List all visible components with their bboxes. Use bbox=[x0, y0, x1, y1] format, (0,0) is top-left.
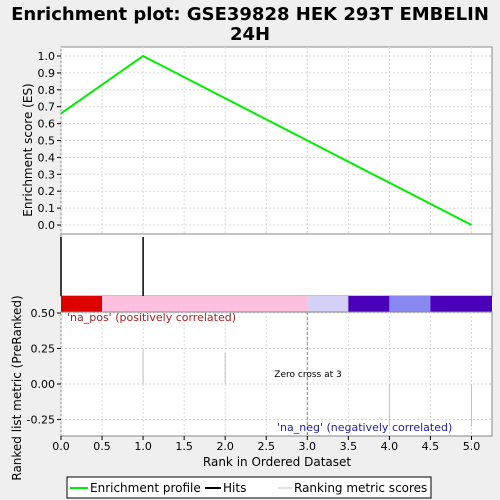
rank-plot-area bbox=[60, 311, 493, 437]
positive-correlation-label: 'na_pos' (positively correlated) bbox=[67, 311, 236, 324]
es-y-tick-label: 0.6 bbox=[38, 118, 56, 131]
x-tick-label: 3.5 bbox=[340, 440, 358, 453]
hits-plot-area bbox=[60, 233, 493, 297]
es-y-tick-label: 0.7 bbox=[38, 101, 56, 114]
legend: Enrichment profile Hits Ranking metric s… bbox=[66, 476, 432, 499]
legend-label-enrichment-profile: Enrichment profile bbox=[90, 481, 201, 495]
legend-label-hits: Hits bbox=[223, 481, 246, 495]
color-bar-segment bbox=[61, 296, 103, 312]
rank-y-axis: 0.50 0.25 0.00 -0.25 bbox=[27, 307, 61, 427]
rank-y-tick-label: 0.25 bbox=[31, 343, 56, 356]
legend-box bbox=[66, 476, 432, 499]
es-y-tick-label: 0.8 bbox=[38, 84, 56, 97]
color-bar-segment bbox=[102, 296, 308, 312]
x-tick-label: 4.0 bbox=[381, 440, 399, 453]
color-bar-segment bbox=[348, 296, 390, 312]
es-plot-area bbox=[60, 46, 493, 235]
legend-label-ranking-metric: Ranking metric scores bbox=[294, 481, 427, 495]
ranking-color-bar bbox=[61, 296, 492, 312]
x-tick-label: 5.0 bbox=[463, 440, 481, 453]
es-y-tick-label: 0.1 bbox=[38, 202, 56, 215]
zero-cross-label: Zero cross at 3 bbox=[274, 370, 341, 380]
ranking-metric-bars bbox=[142, 348, 472, 427]
es-y-tick-label: 0.4 bbox=[38, 151, 56, 164]
x-axis: 0.0 0.5 1.0 1.5 2.0 2.5 3.0 3.5 4.0 4.5 5.0 bbox=[52, 436, 480, 453]
x-tick-label: 3.0 bbox=[299, 440, 317, 453]
es-y-axis: 0.0 0.1 0.2 0.3 0.4 0.5 0.6 0.7 0.8 0.9 1.0 bbox=[38, 50, 61, 232]
color-bar-segment bbox=[430, 296, 492, 312]
negative-correlation-label: 'na_neg' (negatively correlated) bbox=[277, 421, 452, 434]
hits-marks bbox=[60, 237, 144, 296]
rank-y-axis-label: Ranked list metric (PreRanked) bbox=[10, 295, 24, 480]
es-y-tick-label: 0.3 bbox=[38, 168, 56, 181]
rank-y-tick-label: 0.00 bbox=[31, 378, 56, 391]
es-y-axis-label: Enrichment score (ES) bbox=[21, 83, 35, 216]
es-y-tick-label: 0.0 bbox=[38, 219, 56, 232]
chart-title-line-2: 24H bbox=[230, 24, 270, 45]
es-y-tick-label: 0.9 bbox=[38, 67, 56, 80]
x-axis-label: Rank in Ordered Dataset bbox=[203, 455, 351, 469]
x-tick-label: 1.5 bbox=[175, 440, 193, 453]
es-y-tick-label: 0.2 bbox=[38, 185, 56, 198]
color-bar-segment bbox=[307, 296, 349, 312]
x-tick-label: 2.5 bbox=[257, 440, 275, 453]
color-bar-segment bbox=[389, 296, 431, 312]
x-tick-label: 2.0 bbox=[216, 440, 234, 453]
x-tick-label: 4.5 bbox=[422, 440, 440, 453]
x-tick-label: 0.0 bbox=[52, 440, 70, 453]
enrichment-profile-line bbox=[60, 54, 472, 226]
rank-y-tick-label: 0.50 bbox=[31, 307, 56, 320]
rank-y-tick-label: -0.25 bbox=[27, 414, 55, 427]
x-tick-label: 0.5 bbox=[93, 440, 111, 453]
chart-title-line-1: Enrichment plot: GSE39828 HEK 293T EMBEL… bbox=[11, 4, 489, 25]
es-y-tick-label: 1.0 bbox=[38, 50, 56, 63]
x-tick-label: 1.0 bbox=[134, 440, 152, 453]
es-y-tick-label: 0.5 bbox=[38, 135, 56, 148]
